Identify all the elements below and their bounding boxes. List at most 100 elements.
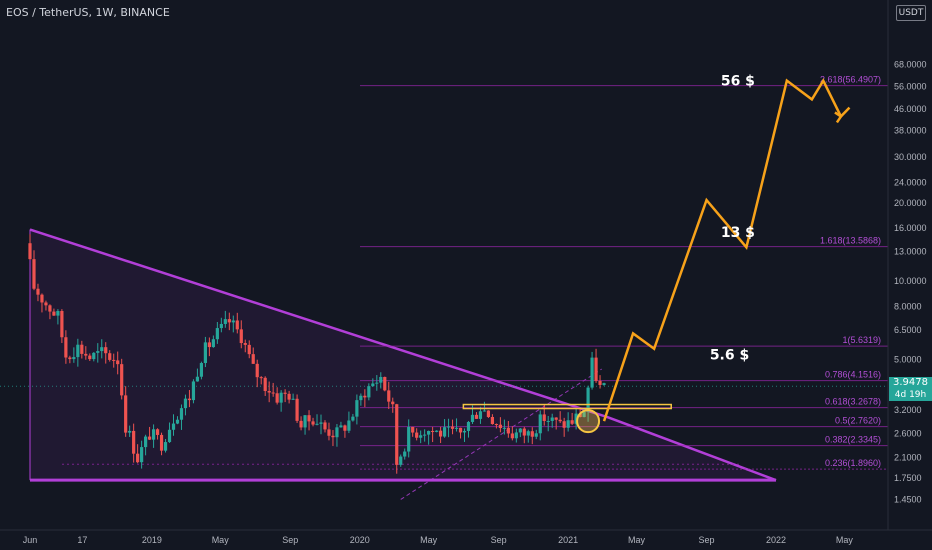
candle-body — [120, 364, 124, 396]
candle-body — [231, 320, 235, 323]
candle-body — [550, 417, 554, 421]
candle-body — [96, 351, 100, 353]
time-tick-label: May — [628, 535, 646, 545]
price-tick-label: 68.0000 — [894, 60, 927, 70]
bar-countdown: 4d 19h — [894, 390, 927, 400]
candle-body — [598, 380, 602, 385]
candle-body — [303, 415, 307, 428]
price-tick-label: 56.0000 — [894, 82, 927, 92]
candle-body — [594, 357, 598, 381]
time-tick-label: 2022 — [766, 535, 786, 545]
target-annotation: 13 $ — [721, 225, 755, 241]
candle-body — [411, 426, 415, 433]
candle-body — [263, 377, 267, 391]
candle-body — [494, 424, 498, 426]
price-tick-label: 2.6000 — [894, 428, 922, 438]
candle-body — [84, 353, 88, 356]
candle-body — [534, 433, 538, 437]
price-tick-label: 6.5000 — [894, 325, 922, 335]
candle-body — [586, 387, 590, 412]
candle-body — [116, 360, 120, 365]
candle-body — [542, 414, 546, 421]
support-zone — [462, 403, 672, 410]
candle-body — [323, 422, 327, 430]
candle-body — [287, 393, 291, 400]
candle-body — [128, 430, 132, 433]
candle-body — [247, 344, 251, 355]
projection-arrowhead — [834, 111, 843, 124]
time-axis-background — [0, 530, 932, 550]
fib-level-label: 0.5(2.7620) — [835, 416, 881, 426]
candle-body — [367, 386, 371, 398]
candle-body — [171, 423, 176, 430]
candle-body — [419, 435, 423, 438]
candle-body — [339, 425, 343, 428]
candle-body — [44, 302, 48, 306]
wedge-fill — [30, 229, 777, 481]
candle-body — [167, 429, 172, 443]
candle-body — [251, 354, 255, 364]
candle-body — [179, 408, 184, 420]
time-tick-label: May — [836, 535, 854, 545]
candle-body — [215, 328, 219, 340]
candle-body — [438, 430, 443, 437]
target-annotation: 5.6 $ — [710, 348, 749, 364]
fib-level-label: 0.786(4.1516) — [825, 370, 881, 380]
candle-body — [490, 416, 495, 425]
price-axis-background — [888, 0, 932, 530]
last-price-tag: 3.9478 4d 19h — [889, 377, 932, 401]
candle-body — [407, 426, 411, 452]
candle-body — [347, 420, 351, 431]
candle-body — [259, 377, 263, 379]
candle-body — [327, 429, 331, 436]
candle-body — [239, 329, 243, 344]
candle-body — [506, 427, 510, 434]
candle-body — [203, 342, 207, 364]
candle-body — [68, 357, 72, 360]
candle-body — [271, 392, 275, 394]
candle-body — [275, 393, 279, 403]
fib-level-label: 1(5.6319) — [842, 335, 881, 345]
candle-body — [470, 414, 475, 422]
candle-body — [498, 424, 502, 429]
candle-body — [442, 427, 447, 437]
candle-body — [108, 353, 112, 360]
candle-body — [163, 442, 168, 451]
candle-body — [52, 311, 56, 316]
candle-body — [546, 420, 550, 422]
candle-body — [482, 410, 487, 412]
candle-body — [602, 383, 606, 385]
candle-body — [474, 414, 479, 419]
currency-unit-button[interactable]: USDT — [896, 5, 926, 21]
candle-body — [147, 436, 152, 440]
price-tick-label: 38.0000 — [894, 125, 927, 135]
candle-body — [235, 320, 239, 330]
price-tick-label: 8.0000 — [894, 301, 922, 311]
candle-body — [530, 431, 534, 437]
candle-body — [395, 404, 399, 465]
candle-body — [359, 395, 363, 401]
fib-level-label: 2.618(56.4907) — [820, 75, 881, 85]
candle-body — [124, 395, 128, 433]
candle-body — [175, 419, 180, 424]
price-tick-label: 30.0000 — [894, 152, 927, 162]
time-axis: Jun 17 2019 May Sep 2020 May Sep 2021 May Sep 2022 M… — [0, 529, 932, 550]
candle-body — [132, 430, 136, 454]
candle-body — [510, 433, 514, 439]
symbol-title[interactable]: EOS / TetherUS, 1W, BINANCE — [6, 6, 170, 19]
candle-body — [211, 339, 215, 348]
fib-level-label: 0.618(3.2678) — [825, 397, 881, 407]
fib-level-label: 1.618(13.5868) — [820, 236, 881, 246]
candle-body — [92, 352, 96, 360]
target-annotation: 56 $ — [721, 74, 755, 90]
candle-body — [355, 400, 359, 417]
candle-body — [375, 382, 379, 384]
time-tick-label: 2021 — [558, 535, 578, 545]
candle-body — [582, 411, 586, 417]
candle-body — [566, 420, 570, 428]
candle-body — [151, 429, 156, 440]
price-tick-label: 13.0000 — [894, 247, 927, 257]
price-axis: 68.0000 56.0000 46.0000 38.0000 30.0000 24.00… — [887, 0, 932, 530]
